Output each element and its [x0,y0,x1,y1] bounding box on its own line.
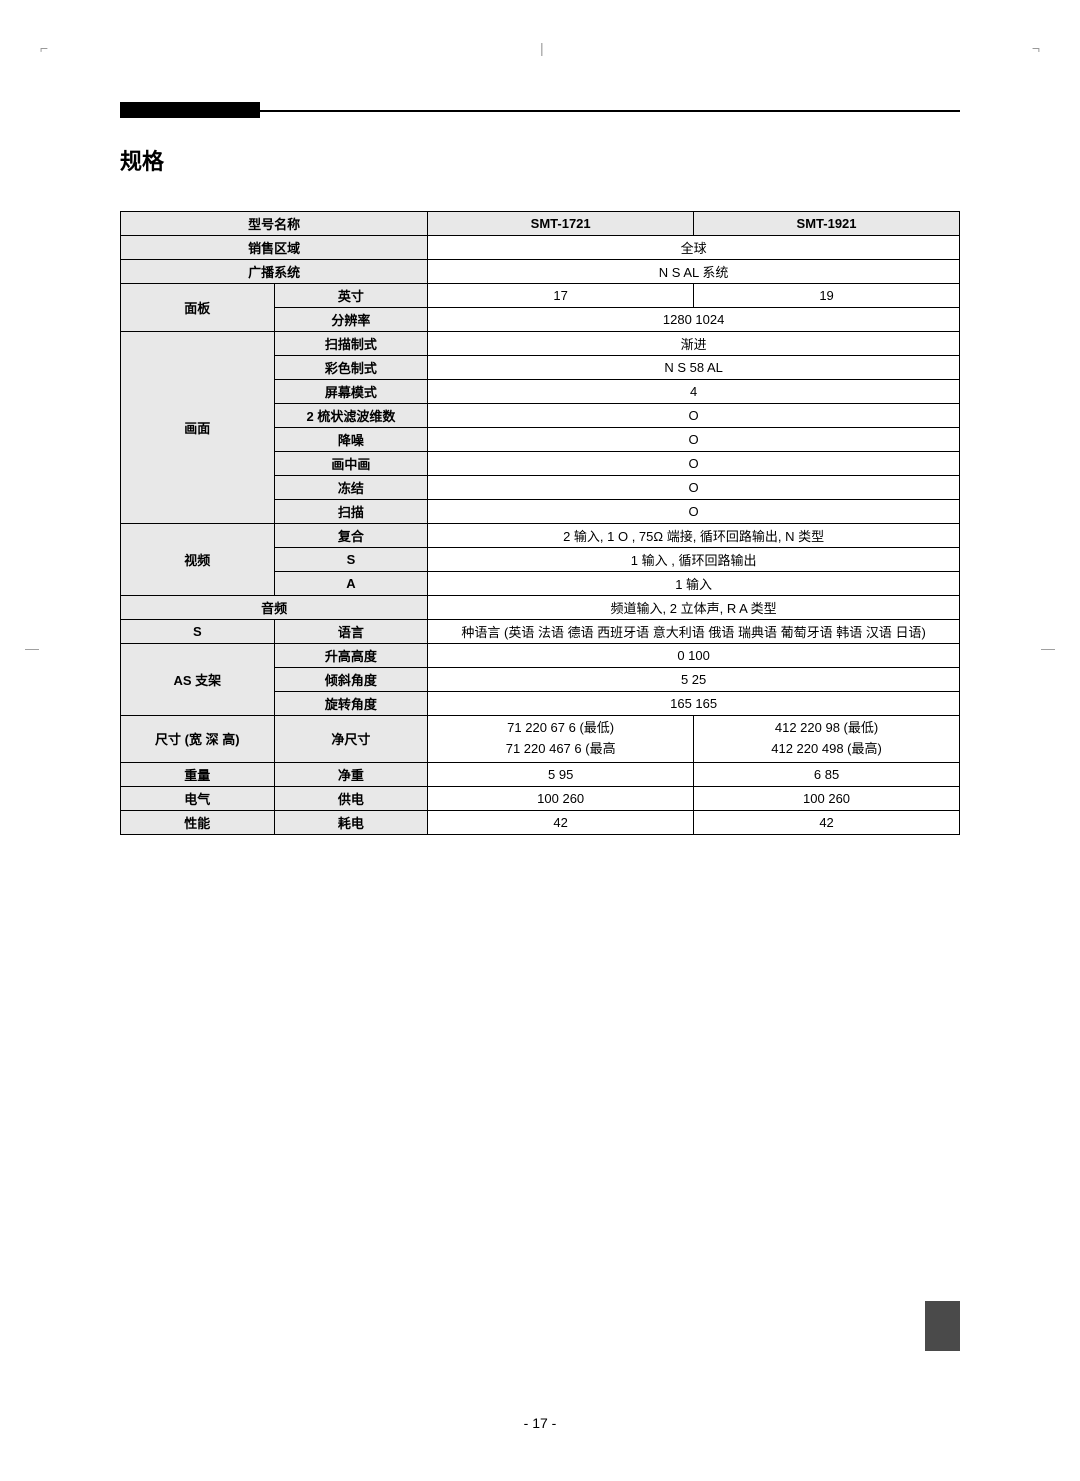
table-row: 广播系统 N S AL 系统 [121,260,960,284]
pip-label: 画中画 [274,452,428,476]
dim2-line2: 412 220 498 (最高) [771,741,882,756]
comb-value: O [428,404,960,428]
height-label: 升高高度 [274,644,428,668]
net-weight-label: 净重 [274,762,428,786]
picture-label: 画面 [121,332,275,524]
dim1-line1: 71 220 67 6 (最低) [507,720,614,735]
scan2-value: O [428,500,960,524]
weight1-value: 5 95 [428,762,694,786]
power-supply-label: 供电 [274,786,428,810]
net-dim-label: 净尺寸 [274,716,428,763]
osd-s-label: S [121,620,275,644]
crop-mark-tl: ⌐ [40,40,48,56]
power-label: 耗电 [274,810,428,834]
broadcast-value: N S AL 系统 [428,260,960,284]
a-label: A [274,572,428,596]
tilt-value: 5 25 [428,668,960,692]
model2-header: SMT-1921 [694,212,960,236]
height-value: 0 100 [428,644,960,668]
table-row: AS 支架 升高高度 0 100 [121,644,960,668]
comb-label: 2 梳状滤波维数 [274,404,428,428]
s-value: 1 输入 , 循环回路输出 [428,548,960,572]
table-row: 销售区域 全球 [121,236,960,260]
inch1-value: 17 [428,284,694,308]
power-supply1-value: 100 260 [428,786,694,810]
crop-mark-ml: — [25,640,39,656]
table-row: 画面 扫描制式 渐进 [121,332,960,356]
sales-region-label: 销售区域 [121,236,428,260]
weight-label: 重量 [121,762,275,786]
page-title: 规格 [120,144,960,176]
model-header: 型号名称 [121,212,428,236]
composite-label: 复合 [274,524,428,548]
power2-value: 42 [694,810,960,834]
table-row: 重量 净重 5 95 6 85 [121,762,960,786]
language-value: 种语言 (英语 法语 德语 西班牙语 意大利语 俄语 瑞典语 葡萄牙语 韩语 汉… [428,620,960,644]
weight2-value: 6 85 [694,762,960,786]
side-tab [925,1301,960,1351]
freeze-label: 冻结 [274,476,428,500]
model1-header: SMT-1721 [428,212,694,236]
crop-mark-mr: — [1041,640,1055,656]
color-value: N S 58 AL [428,356,960,380]
scan-label: 扫描制式 [274,332,428,356]
spec-table: 型号名称 SMT-1721 SMT-1921 销售区域 全球 广播系统 N S … [120,211,960,835]
dim2-value: 412 220 98 (最低) 412 220 498 (最高) [694,716,960,763]
page-content: 规格 型号名称 SMT-1721 SMT-1921 销售区域 全球 广播系统 N… [0,0,1080,835]
dim1-value: 71 220 67 6 (最低) 71 220 467 6 (最高 [428,716,694,763]
inch2-value: 19 [694,284,960,308]
audio-label: 音频 [121,596,428,620]
broadcast-label: 广播系统 [121,260,428,284]
a-value: 1 输入 [428,572,960,596]
table-row: S 语言 种语言 (英语 法语 德语 西班牙语 意大利语 俄语 瑞典语 葡萄牙语… [121,620,960,644]
sales-region-value: 全球 [428,236,960,260]
res-label: 分辨率 [274,308,428,332]
res-value: 1280 1024 [428,308,960,332]
dim1-line2: 71 220 467 6 (最高 [506,741,616,756]
table-row: 电气 供电 100 260 100 260 [121,786,960,810]
header-black-block [120,102,260,118]
panel-label: 面板 [121,284,275,332]
table-row: 视频 复合 2 输入, 1 O , 75Ω 端接, 循环回路输出, N 类型 [121,524,960,548]
page-number: - 17 - [524,1415,557,1431]
performance-label: 性能 [121,810,275,834]
scan2-label: 扫描 [274,500,428,524]
power1-value: 42 [428,810,694,834]
composite-value: 2 输入, 1 O , 75Ω 端接, 循环回路输出, N 类型 [428,524,960,548]
dimension-label: 尺寸 (宽 深 高) [121,716,275,763]
color-label: 彩色制式 [274,356,428,380]
crop-mark-tc: | [540,40,544,56]
crop-mark-tr: ¬ [1032,40,1040,56]
table-row: 性能 耗电 42 42 [121,810,960,834]
audio-value: 频道输入, 2 立体声, R A 类型 [428,596,960,620]
inch-label: 英寸 [274,284,428,308]
electrical-label: 电气 [121,786,275,810]
language-label: 语言 [274,620,428,644]
table-row: 面板 英寸 17 19 [121,284,960,308]
video-label: 视频 [121,524,275,596]
noise-label: 降噪 [274,428,428,452]
header-rule [120,110,960,112]
pip-value: O [428,452,960,476]
as-stand-label: AS 支架 [121,644,275,716]
screen-mode-value: 4 [428,380,960,404]
dim2-line1: 412 220 98 (最低) [775,720,878,735]
tilt-label: 倾斜角度 [274,668,428,692]
s-label: S [274,548,428,572]
table-row: 尺寸 (宽 深 高) 净尺寸 71 220 67 6 (最低) 71 220 4… [121,716,960,763]
noise-value: O [428,428,960,452]
table-row: 型号名称 SMT-1721 SMT-1921 [121,212,960,236]
table-row: 音频 频道输入, 2 立体声, R A 类型 [121,596,960,620]
power-supply2-value: 100 260 [694,786,960,810]
swivel-label: 旋转角度 [274,692,428,716]
screen-mode-label: 屏幕模式 [274,380,428,404]
scan-value: 渐进 [428,332,960,356]
swivel-value: 165 165 [428,692,960,716]
freeze-value: O [428,476,960,500]
